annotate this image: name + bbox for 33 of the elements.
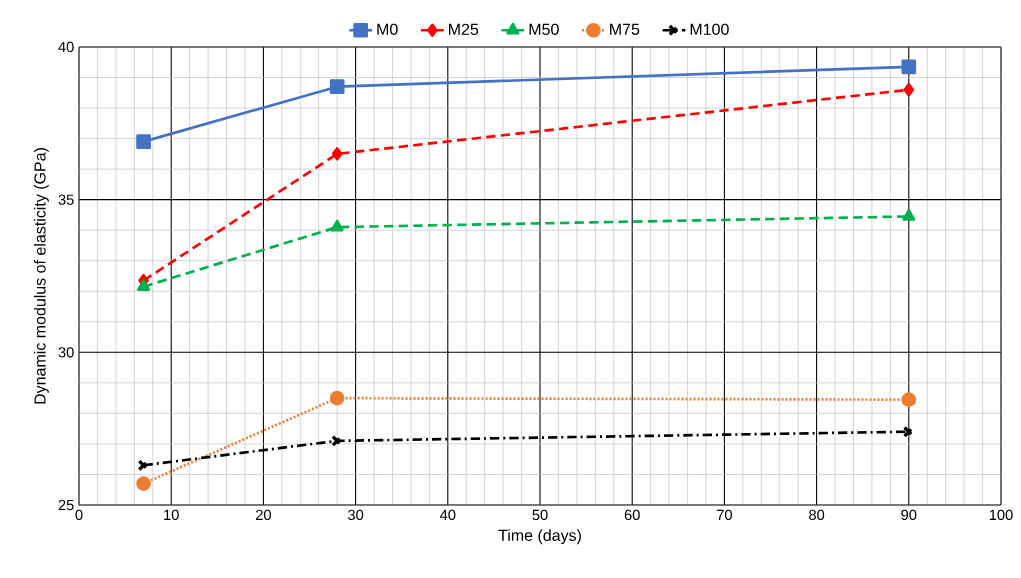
x-tick-label: 90: [901, 509, 917, 521]
point: [137, 279, 151, 292]
point: [329, 390, 345, 406]
point: [903, 83, 915, 97]
x-tick-label: 10: [164, 509, 179, 521]
y-tick-label: 35: [58, 194, 74, 205]
y-axis-title: Dynamic modulus of elasticity (GPa): [33, 148, 49, 404]
x-tick-label: 80: [809, 509, 825, 521]
x-tick-label: 20: [255, 509, 271, 521]
x-tick-label: 30: [348, 509, 364, 521]
point: [136, 476, 151, 491]
y-tick-label: 40: [58, 41, 74, 53]
legend-label: M25: [449, 23, 479, 35]
point: [329, 79, 345, 95]
point: [330, 219, 344, 232]
legend-label: M50: [529, 23, 559, 35]
point: [331, 147, 343, 161]
x-tick-label: 70: [717, 509, 732, 521]
legend-label: M75: [610, 23, 640, 35]
x-tick-label: 60: [624, 509, 640, 521]
point: [901, 392, 917, 407]
legend-label: M100: [690, 23, 729, 35]
x-axis-title: Time (days): [498, 529, 581, 545]
x-tick-label: 0: [75, 509, 83, 521]
y-tick-label: 30: [58, 347, 74, 358]
x-tick-label: 40: [439, 509, 456, 521]
x-tick-label: 50: [532, 509, 548, 521]
legend-label: M0: [377, 23, 398, 35]
x-tick-label: 100: [989, 509, 1013, 521]
point: [901, 59, 917, 75]
point: [902, 209, 916, 221]
y-tick-label: 25: [58, 499, 74, 511]
point: [136, 134, 151, 149]
